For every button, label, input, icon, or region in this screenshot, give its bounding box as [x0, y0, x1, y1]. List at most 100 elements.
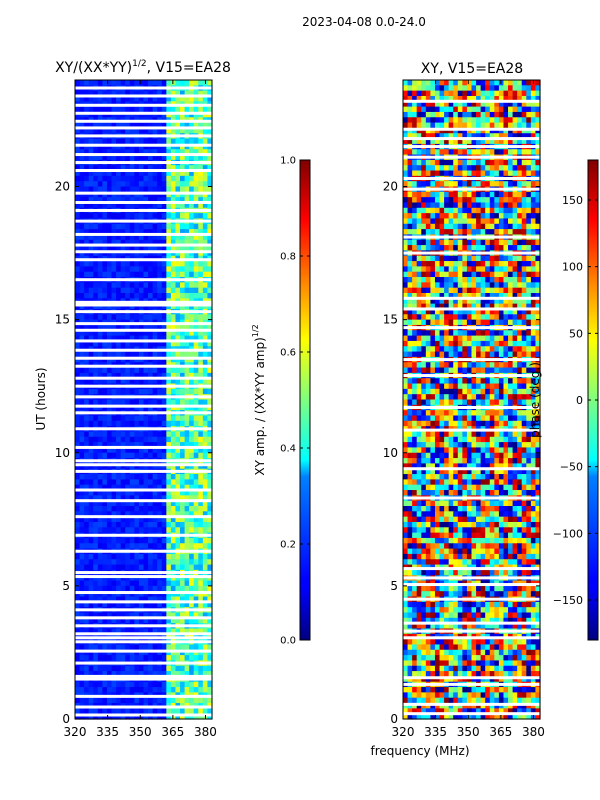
heatmap-cell	[202, 372, 209, 379]
heatmap-cell	[184, 340, 190, 347]
heatmap-cell	[134, 431, 140, 438]
heatmap-cell	[102, 314, 108, 321]
heatmap-cell	[448, 117, 454, 124]
heatmap-cell	[93, 213, 99, 220]
heatmap-cell	[416, 117, 422, 124]
heatmap-cell	[157, 197, 163, 204]
heatmap-cell	[193, 479, 199, 486]
heatmap-cell	[143, 559, 149, 566]
heatmap-cell	[184, 165, 190, 172]
heatmap-cell	[93, 314, 99, 321]
heatmap-cell	[129, 564, 135, 571]
heatmap-cell	[444, 293, 450, 299]
heatmap-cell	[180, 500, 186, 507]
heatmap-cell	[471, 298, 477, 305]
heatmap-cell	[430, 207, 436, 214]
heatmap-cell	[79, 687, 85, 693]
heatmap-cell	[198, 197, 204, 204]
heatmap-cell	[489, 159, 495, 166]
heatmap-cell	[508, 239, 514, 246]
heatmap-cell	[434, 170, 441, 177]
heatmap-cell	[170, 436, 177, 443]
right-panel-title: XY, V15=EA28	[421, 61, 523, 77]
heatmap-cell	[143, 293, 149, 299]
heatmap-cell	[180, 245, 186, 251]
heatmap-cell	[526, 207, 532, 214]
heatmap-cell	[152, 186, 158, 193]
heatmap-cell	[412, 138, 418, 145]
heatmap-cell	[116, 356, 122, 363]
heatmap-cell	[489, 133, 495, 140]
heatmap-cell	[193, 90, 199, 97]
heatmap-cell	[430, 266, 436, 273]
heatmap-cell	[485, 90, 491, 97]
heatmap-cell	[148, 708, 154, 715]
heatmap-cell	[508, 298, 514, 305]
heatmap-cell	[175, 335, 181, 342]
heatmap-cell	[175, 95, 181, 102]
heatmap-cell	[512, 277, 518, 283]
heatmap-cell	[489, 85, 495, 92]
heatmap-cell	[84, 229, 90, 236]
heatmap-cell	[125, 617, 131, 624]
heatmap-cell	[148, 511, 154, 518]
heatmap-cell	[93, 479, 99, 486]
heatmap-cell	[180, 399, 186, 406]
heatmap-cell	[75, 250, 81, 257]
heatmap-cell	[102, 713, 108, 720]
heatmap-cell	[111, 154, 117, 161]
heatmap-cell	[471, 85, 477, 92]
heatmap-cell	[189, 713, 195, 720]
heatmap-cell	[97, 293, 103, 299]
heatmap-cell	[106, 617, 113, 624]
heatmap-cell	[84, 591, 90, 598]
heatmap-cell	[161, 490, 167, 496]
heatmap-cell	[79, 490, 85, 496]
heatmap-cell	[102, 175, 108, 182]
heatmap-cell	[170, 250, 177, 257]
heatmap-cell	[129, 553, 135, 560]
heatmap-cell	[503, 101, 509, 108]
heatmap-cell	[457, 308, 463, 315]
heatmap-cell	[202, 575, 209, 582]
heatmap-cell	[526, 149, 532, 156]
heatmap-cell	[166, 351, 172, 358]
heatmap-cell	[84, 484, 90, 491]
heatmap-cell	[157, 484, 163, 491]
heatmap-cell	[116, 681, 122, 688]
heatmap-cell	[129, 223, 135, 230]
heatmap-cell	[129, 537, 135, 544]
heatmap-cell	[75, 186, 81, 193]
heatmap-cell	[189, 500, 195, 507]
heatmap-cell	[111, 399, 117, 406]
heatmap-cell	[462, 282, 468, 289]
heatmap-cell	[106, 186, 113, 193]
heatmap-cell	[198, 442, 204, 449]
heatmap-cell	[517, 266, 523, 273]
heatmap-cell	[148, 617, 154, 624]
heatmap-cell	[75, 223, 81, 230]
heatmap-cell	[157, 245, 163, 251]
heatmap-cell	[143, 649, 149, 656]
heatmap-cell	[134, 340, 140, 347]
heatmap-cell	[476, 308, 482, 315]
heatmap-cell	[430, 106, 436, 113]
heatmap-cell	[202, 527, 209, 534]
heatmap-cell	[97, 149, 103, 156]
heatmap-cell	[508, 287, 514, 294]
heatmap-cell	[189, 559, 195, 566]
heatmap-cell	[97, 628, 103, 635]
heatmap-cell	[193, 596, 199, 603]
heatmap-cell	[148, 543, 154, 550]
heatmap-cell	[93, 287, 99, 294]
heatmap-cell	[189, 537, 195, 544]
heatmap-cell	[129, 367, 135, 374]
heatmap-cell	[88, 543, 94, 550]
heatmap-cell	[125, 612, 131, 619]
heatmap-cell	[97, 202, 103, 209]
heatmap-cell	[97, 175, 103, 182]
heatmap-cell	[412, 117, 418, 124]
heatmap-cell	[175, 186, 181, 193]
heatmap-cell	[430, 303, 436, 310]
heatmap-cell	[198, 543, 204, 550]
